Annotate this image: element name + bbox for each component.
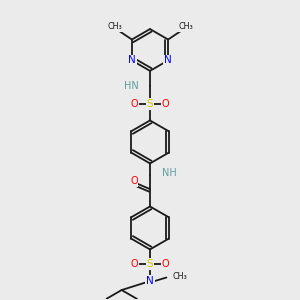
Text: CH₃: CH₃ xyxy=(173,272,188,280)
Text: HN: HN xyxy=(124,81,139,92)
Text: S: S xyxy=(147,99,153,109)
Text: CH₃: CH₃ xyxy=(107,22,122,32)
Text: O: O xyxy=(131,259,138,269)
Text: CH₃: CH₃ xyxy=(178,22,193,32)
Text: N: N xyxy=(164,56,172,65)
Text: NH: NH xyxy=(162,168,177,178)
Text: S: S xyxy=(147,259,153,269)
Text: O: O xyxy=(130,176,138,186)
Text: N: N xyxy=(128,56,136,65)
Text: O: O xyxy=(162,259,169,269)
Text: O: O xyxy=(162,99,169,109)
Text: O: O xyxy=(131,99,138,109)
Text: N: N xyxy=(146,276,154,286)
